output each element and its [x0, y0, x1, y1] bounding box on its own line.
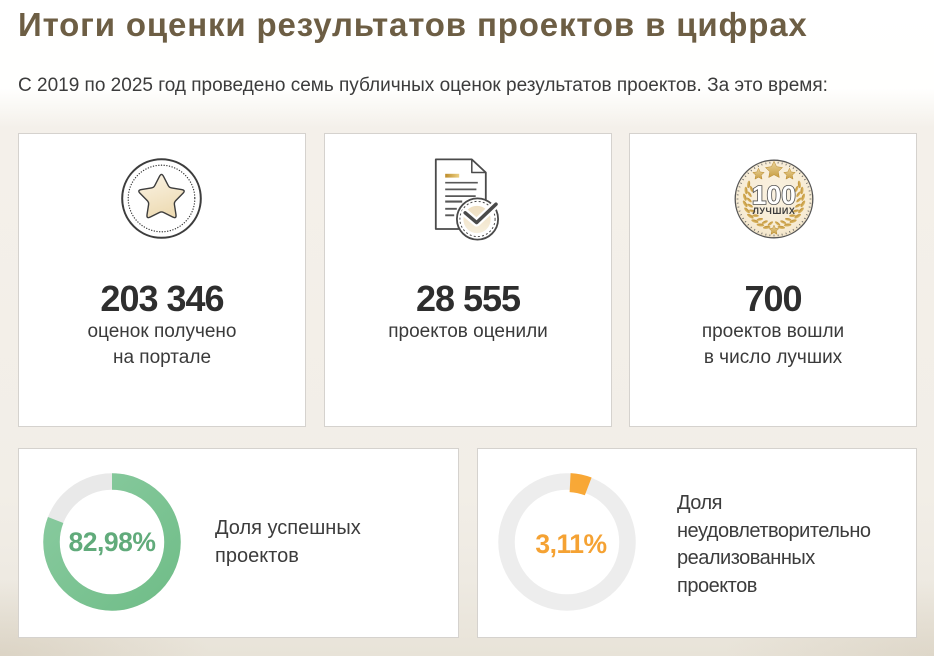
svg-text:100: 100	[752, 180, 796, 210]
svg-text:ЛУЧШИХ: ЛУЧШИХ	[753, 206, 796, 216]
